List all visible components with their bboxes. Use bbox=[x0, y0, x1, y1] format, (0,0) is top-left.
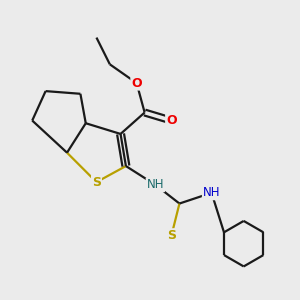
Text: NH: NH bbox=[203, 186, 220, 199]
Text: O: O bbox=[166, 114, 177, 127]
Text: NH: NH bbox=[147, 178, 164, 191]
Text: S: S bbox=[167, 229, 176, 242]
Text: S: S bbox=[92, 176, 101, 189]
Text: O: O bbox=[131, 76, 142, 90]
